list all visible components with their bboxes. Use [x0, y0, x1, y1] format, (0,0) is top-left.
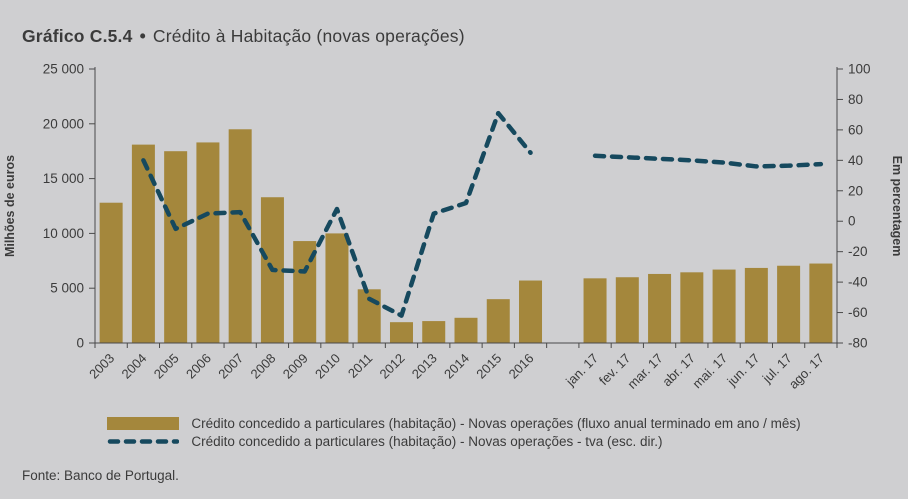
x-axis-label: 2010 — [312, 351, 343, 382]
left-axis-tick-label: 15 000 — [43, 171, 84, 186]
bar-series-swatch — [107, 417, 180, 430]
x-axis-label: mar. 17 — [624, 351, 665, 392]
bar — [615, 277, 639, 343]
bar — [422, 321, 446, 343]
right-axis-tick-label: 80 — [848, 92, 863, 107]
x-axis-label: jun. 17 — [724, 351, 763, 390]
bar — [454, 317, 478, 343]
page-title: Gráfico C.5.4 • Crédito à Habitação (novas… — [22, 26, 465, 47]
left-axis-tick-label: 25 000 — [43, 62, 84, 77]
tva-dashed-line — [592, 153, 824, 169]
right-axis-tick-label: 60 — [848, 122, 863, 137]
x-axis-label: 2015 — [473, 351, 504, 382]
x-axis-label: 2008 — [247, 351, 278, 382]
bar — [777, 265, 801, 343]
x-axis-label: ago. 17 — [786, 351, 827, 392]
right-axis-tick-label: 0 — [848, 214, 856, 229]
chart-canvas: 0 5 000 10 000 15 000 20 000 25 000 -80 -60 -40 -… — [3, 62, 904, 392]
bar — [99, 202, 123, 343]
x-axis-label: 2006 — [183, 351, 214, 382]
left-axis-tick-label: 0 — [76, 336, 84, 351]
right-axis-tick-label: 100 — [848, 62, 871, 77]
right-axis-tick-label: -60 — [848, 305, 868, 320]
x-axis-label: 2013 — [409, 351, 440, 382]
x-axis-label: 2009 — [280, 351, 311, 382]
bar — [680, 272, 704, 343]
chart-number-label: Gráfico C.5.4 — [22, 26, 133, 46]
x-axis-label: 2016 — [506, 351, 537, 382]
credit-housing-chart: 0 5 000 10 000 15 000 20 000 25 000 -80 -60 -40 -… — [0, 60, 908, 410]
chart-legend: Crédito concedido a particulares (habita… — [0, 413, 908, 452]
bar — [325, 233, 349, 343]
bar — [809, 263, 833, 343]
right-axis-tick-label: -40 — [848, 275, 868, 290]
dashed-line-swatch-icon — [108, 439, 180, 444]
legend-item-line: Crédito concedido a particulares (habita… — [107, 434, 800, 449]
y-axis-label-left: Milhões de euros — [3, 155, 17, 257]
x-axis-label: 2014 — [441, 351, 472, 382]
tva-line-layer — [141, 110, 824, 318]
bar — [228, 129, 252, 343]
bar-swatch-icon — [107, 417, 180, 430]
right-axis-tick-label: 40 — [848, 153, 863, 168]
bar — [131, 144, 155, 343]
left-axis-tick-label: 10 000 — [43, 226, 84, 241]
right-axis-tick-label: -20 — [848, 244, 868, 259]
x-axis-label: 2005 — [151, 351, 182, 382]
x-axis-label: 2007 — [215, 351, 246, 382]
x-axis-label: 2011 — [345, 351, 375, 381]
bar — [486, 299, 510, 343]
bar — [583, 278, 607, 343]
bar — [648, 273, 672, 343]
bar — [164, 151, 188, 343]
x-axis-label: 2012 — [377, 351, 408, 382]
tva-dashed-line — [141, 110, 533, 318]
legend-item-bars: Crédito concedido a particulares (habita… — [107, 416, 801, 431]
x-axis-label: 2003 — [86, 351, 117, 382]
legend-label-bars: Crédito concedido a particulares (habita… — [191, 416, 801, 431]
x-axis-label: jan. 17 — [562, 351, 601, 390]
source-note: Fonte: Banco de Portugal. — [22, 468, 179, 483]
bar — [389, 322, 413, 343]
y-axis-label-right: Em percentagem — [890, 156, 904, 257]
left-axis-tick-label: 5 000 — [50, 281, 84, 296]
legend-label-line: Crédito concedido a particulares (habita… — [191, 434, 663, 449]
bar — [293, 241, 317, 343]
x-axis-label: 2004 — [118, 351, 149, 382]
chart-title-text: Crédito à Habitação (novas operações) — [152, 26, 465, 46]
title-separator: • — [139, 26, 146, 46]
bar — [712, 269, 736, 343]
right-axis-tick-label: -80 — [848, 336, 868, 351]
line-series-swatch — [107, 437, 180, 446]
x-axis-label: mai. 17 — [689, 351, 730, 392]
bar — [519, 280, 543, 343]
bars-layer — [99, 129, 833, 343]
right-axis-tick-label: 20 — [848, 183, 863, 198]
bar — [744, 267, 768, 343]
left-axis-tick-label: 20 000 — [43, 116, 84, 131]
bar — [196, 142, 220, 343]
